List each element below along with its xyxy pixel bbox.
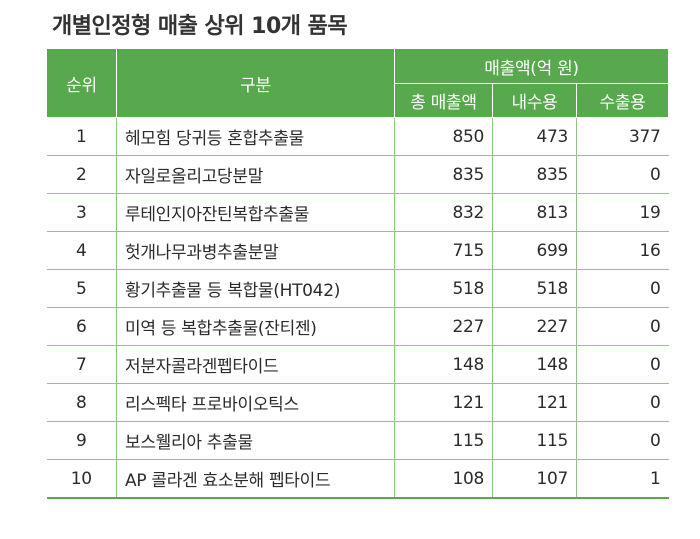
total-sales-cell: 115 bbox=[394, 421, 493, 460]
product-name-cell: 리스펙타 프로바이오틱스 bbox=[116, 383, 395, 422]
table-row: 6 미역 등 복합추출물(잔티젠) 227 227 0 bbox=[46, 307, 669, 346]
export-sales-cell: 0 bbox=[575, 155, 669, 194]
rank-cell: 9 bbox=[46, 421, 117, 460]
domestic-sales-cell: 473 bbox=[492, 117, 577, 156]
rank-cell: 10 bbox=[46, 459, 117, 499]
table-row: 9 보스웰리아 추출물 115 115 0 bbox=[46, 421, 669, 460]
rank-cell: 5 bbox=[46, 269, 117, 308]
table-row: 1 헤모힘 당귀등 혼합추출물 850 473 377 bbox=[46, 117, 669, 156]
total-sales-cell: 518 bbox=[394, 269, 493, 308]
table-row: 10 AP 콜라겐 효소분해 펩타이드 108 107 1 bbox=[46, 459, 669, 499]
rank-cell: 2 bbox=[46, 155, 117, 194]
domestic-sales-cell: 121 bbox=[492, 383, 577, 422]
total-sales-cell: 850 bbox=[394, 117, 493, 156]
domestic-sales-cell: 107 bbox=[492, 459, 577, 499]
page-title: 개별인정형 매출 상위 10개 품목 bbox=[52, 14, 348, 39]
table-header: 순위 구분 매출액(억 원) 총 매출액 내수용 수출용 bbox=[46, 48, 670, 118]
export-sales-cell: 0 bbox=[575, 307, 669, 346]
sales-table: 순위 구분 매출액(억 원) 총 매출액 내수용 수출용 1 헤모힘 당귀등 혼합… bbox=[46, 48, 670, 499]
product-name-cell: AP 콜라겐 효소분해 펩타이드 bbox=[116, 459, 395, 499]
export-sales-cell: 16 bbox=[575, 231, 669, 270]
product-name-cell: 미역 등 복합추출물(잔티젠) bbox=[116, 307, 395, 346]
table-row: 4 헛개나무과병추출분말 715 699 16 bbox=[46, 231, 669, 270]
product-name-cell: 헤모힘 당귀등 혼합추출물 bbox=[116, 117, 395, 156]
domestic-sales-cell: 227 bbox=[492, 307, 577, 346]
total-sales-cell: 835 bbox=[394, 155, 493, 194]
rank-cell: 7 bbox=[46, 345, 117, 384]
header-export: 수출용 bbox=[575, 83, 670, 118]
export-sales-cell: 1 bbox=[575, 459, 669, 499]
total-sales-cell: 121 bbox=[394, 383, 493, 422]
total-sales-cell: 227 bbox=[394, 307, 493, 346]
export-sales-cell: 0 bbox=[575, 269, 669, 308]
product-name-cell: 루테인지아잔틴복합추출물 bbox=[116, 193, 395, 232]
table-row: 7 저분자콜라겐펩타이드 148 148 0 bbox=[46, 345, 669, 384]
header-total-sales: 총 매출액 bbox=[394, 83, 493, 118]
header-rank: 순위 bbox=[46, 48, 117, 118]
export-sales-cell: 19 bbox=[575, 193, 669, 232]
rank-cell: 8 bbox=[46, 383, 117, 422]
table-row: 5 황기추출물 등 복합물(HT042) 518 518 0 bbox=[46, 269, 669, 308]
table-body: 1 헤모힘 당귀등 혼합추출물 850 473 377 2 자일로올리고당분말 835 835 0… bbox=[46, 117, 669, 499]
domestic-sales-cell: 148 bbox=[492, 345, 577, 384]
product-name-cell: 황기추출물 등 복합물(HT042) bbox=[116, 269, 395, 308]
export-sales-cell: 0 bbox=[575, 345, 669, 384]
domestic-sales-cell: 699 bbox=[492, 231, 577, 270]
domestic-sales-cell: 518 bbox=[492, 269, 577, 308]
export-sales-cell: 377 bbox=[575, 117, 669, 156]
table-row: 3 루테인지아잔틴복합추출물 832 813 19 bbox=[46, 193, 669, 232]
sales-table-container: 순위 구분 매출액(억 원) 총 매출액 내수용 수출용 1 헤모힘 당귀등 혼합… bbox=[46, 48, 670, 499]
product-name-cell: 자일로올리고당분말 bbox=[116, 155, 395, 194]
export-sales-cell: 0 bbox=[575, 383, 669, 422]
table-row: 8 리스펙타 프로바이오틱스 121 121 0 bbox=[46, 383, 669, 422]
table-row: 2 자일로올리고당분말 835 835 0 bbox=[46, 155, 669, 194]
domestic-sales-cell: 115 bbox=[492, 421, 577, 460]
header-category: 구분 bbox=[116, 48, 395, 118]
domestic-sales-cell: 813 bbox=[492, 193, 577, 232]
total-sales-cell: 715 bbox=[394, 231, 493, 270]
product-name-cell: 저분자콜라겐펩타이드 bbox=[116, 345, 395, 384]
export-sales-cell: 0 bbox=[575, 421, 669, 460]
header-domestic: 내수용 bbox=[492, 83, 577, 118]
product-name-cell: 헛개나무과병추출분말 bbox=[116, 231, 395, 270]
total-sales-cell: 108 bbox=[394, 459, 493, 499]
header-sales-group: 매출액(억 원) bbox=[393, 48, 670, 84]
rank-cell: 1 bbox=[46, 117, 117, 156]
total-sales-cell: 148 bbox=[394, 345, 493, 384]
product-name-cell: 보스웰리아 추출물 bbox=[116, 421, 395, 460]
total-sales-cell: 832 bbox=[394, 193, 493, 232]
rank-cell: 3 bbox=[46, 193, 117, 232]
rank-cell: 6 bbox=[46, 307, 117, 346]
domestic-sales-cell: 835 bbox=[492, 155, 577, 194]
rank-cell: 4 bbox=[46, 231, 117, 270]
